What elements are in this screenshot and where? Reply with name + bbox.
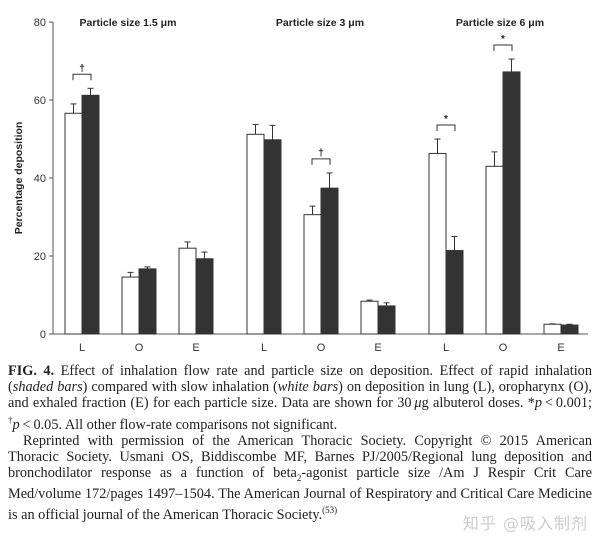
figure-caption: FIG. 4. Effect of inhalation flow rate a… xyxy=(8,363,592,523)
category-label: L xyxy=(79,342,85,354)
category-label: O xyxy=(135,342,144,354)
shaded-bar xyxy=(195,258,214,335)
white-bar xyxy=(246,133,265,335)
significance-bracket xyxy=(311,158,331,165)
category-label: E xyxy=(374,342,381,354)
category-label: O xyxy=(317,342,326,354)
significance-mark: † xyxy=(79,63,85,74)
significance-bracket xyxy=(436,124,456,131)
caption-text: ) compared with slow inhalation ( xyxy=(82,379,278,396)
shaded-bar xyxy=(320,187,339,335)
shaded-bar xyxy=(377,305,396,335)
white-bar xyxy=(121,276,140,335)
y-tick-label: 80 xyxy=(34,17,46,29)
significance-mark: * xyxy=(501,34,505,45)
y-tick-label: 40 xyxy=(34,173,46,185)
caption-text: < 0.05. All other flow-rate comparisons … xyxy=(19,416,338,433)
panel-title: Particle size 1.5 μm xyxy=(80,17,177,29)
y-tick-label: 60 xyxy=(34,95,46,107)
white-bar xyxy=(428,152,447,335)
shaded-bar xyxy=(138,268,157,335)
white-bar xyxy=(543,323,562,335)
watermark: 知乎 @吸入制剂 xyxy=(462,514,588,533)
shaded-bar xyxy=(263,139,282,335)
significance-mark: † xyxy=(318,148,324,159)
caption-text: ) on deposition in lung (L), oropharynx … xyxy=(8,379,592,412)
white-bar xyxy=(64,112,83,335)
caption-italic: shaded bars xyxy=(12,379,83,396)
white-bar xyxy=(303,214,322,335)
caption-italic: μ xyxy=(414,395,422,412)
caption-italic: white bars xyxy=(277,379,339,396)
caption-text: g albuterol doses. * xyxy=(421,395,535,412)
white-bar xyxy=(485,165,504,335)
panel-title: Particle size 6 μm xyxy=(456,17,544,29)
caption-text: Reprinted with permission of the America… xyxy=(8,432,592,481)
category-label: O xyxy=(499,342,508,354)
category-label: L xyxy=(443,342,449,354)
shaded-bar xyxy=(445,250,464,335)
significance-bracket xyxy=(493,44,513,52)
caption-text: < 0.001; xyxy=(542,395,592,412)
shaded-bar xyxy=(560,324,579,335)
y-tick-label: 20 xyxy=(34,251,46,263)
deposition-bar-chart: 0 20 40 60 80 Percentage deposition Particle s… xyxy=(13,17,588,354)
category-label: E xyxy=(557,342,564,354)
shaded-bar xyxy=(81,94,100,335)
y-tick-label: 0 xyxy=(40,329,46,341)
dagger-mark: † xyxy=(8,414,13,425)
caption-italic: p xyxy=(12,416,20,433)
caption-paragraph-2: Reprinted with permission of the America… xyxy=(8,433,592,524)
subscript: 2 xyxy=(296,472,302,483)
caption-text: -agonist particle size /Am J Respir Crit… xyxy=(8,464,592,524)
category-label: L xyxy=(261,342,267,354)
shaded-bar xyxy=(502,71,521,335)
white-bar xyxy=(178,247,197,335)
y-axis-label: Percentage deposition xyxy=(13,122,25,235)
panel-title: Particle size 3 μm xyxy=(276,17,364,29)
reference-mark: (53) xyxy=(322,505,338,516)
category-label: E xyxy=(192,342,199,354)
figure-label: FIG. 4. xyxy=(8,363,55,379)
significance-mark: * xyxy=(444,114,448,125)
caption-text: Effect of inhalation flow rate and parti… xyxy=(8,363,592,396)
caption-italic: p xyxy=(534,395,543,412)
caption-paragraph-1: FIG. 4. Effect of inhalation flow rate a… xyxy=(8,363,592,433)
white-bar xyxy=(360,300,379,335)
significance-bracket xyxy=(72,73,92,81)
